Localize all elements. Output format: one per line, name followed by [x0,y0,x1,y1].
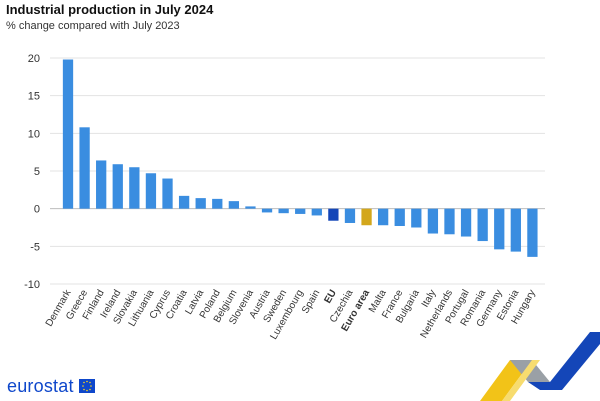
bar-czechia[interactable] [344,208,356,223]
bar-cyprus[interactable] [162,178,173,209]
eu-flag-icon [79,379,95,393]
bar-poland[interactable] [212,198,223,209]
eurostat-logo: eurostat [7,376,74,396]
y-tick-label: 15 [28,91,40,103]
bar-bulgaria[interactable] [411,208,422,228]
bar-italy[interactable] [427,208,439,234]
bar-hungary[interactable] [527,208,538,257]
bar-slovenia[interactable] [245,206,256,209]
bar-portugal[interactable] [460,208,472,237]
bar-netherlands[interactable] [444,208,455,235]
bar-romania[interactable] [477,208,488,242]
bar-spain[interactable] [311,208,322,216]
bar-greece[interactable] [79,127,90,209]
bar-ireland[interactable] [112,164,123,209]
y-tick-label: -10 [24,279,40,291]
bar-estonia[interactable] [510,208,521,252]
bar-eu[interactable] [328,208,339,221]
y-tick-label: -5 [30,241,40,253]
bar-lithuania[interactable] [145,173,157,209]
bar-finland[interactable] [96,160,107,209]
bar-euro-area[interactable] [361,208,372,226]
bar-malta[interactable] [377,208,389,226]
bar-latvia[interactable] [195,198,206,209]
y-tick-label: 10 [28,128,40,140]
decorative-ribbon-icon [480,332,600,401]
bar-luxembourg[interactable] [295,208,306,214]
bar-germany[interactable] [494,208,505,250]
bar-denmark[interactable] [62,59,74,209]
chart-title: Industrial production in July 2024 [6,2,214,17]
bar-belgium[interactable] [228,201,240,209]
chart-subtitle: % change compared with July 2023 [6,20,180,32]
y-tick-label: 0 [34,204,40,216]
bar-sweden[interactable] [278,208,289,214]
y-tick-label: 5 [34,166,40,178]
bar-croatia[interactable] [178,195,190,209]
bar-france[interactable] [394,208,405,226]
y-tick-label: 20 [28,53,40,65]
bar-slovakia[interactable] [129,167,140,209]
bar-austria[interactable] [261,208,273,213]
